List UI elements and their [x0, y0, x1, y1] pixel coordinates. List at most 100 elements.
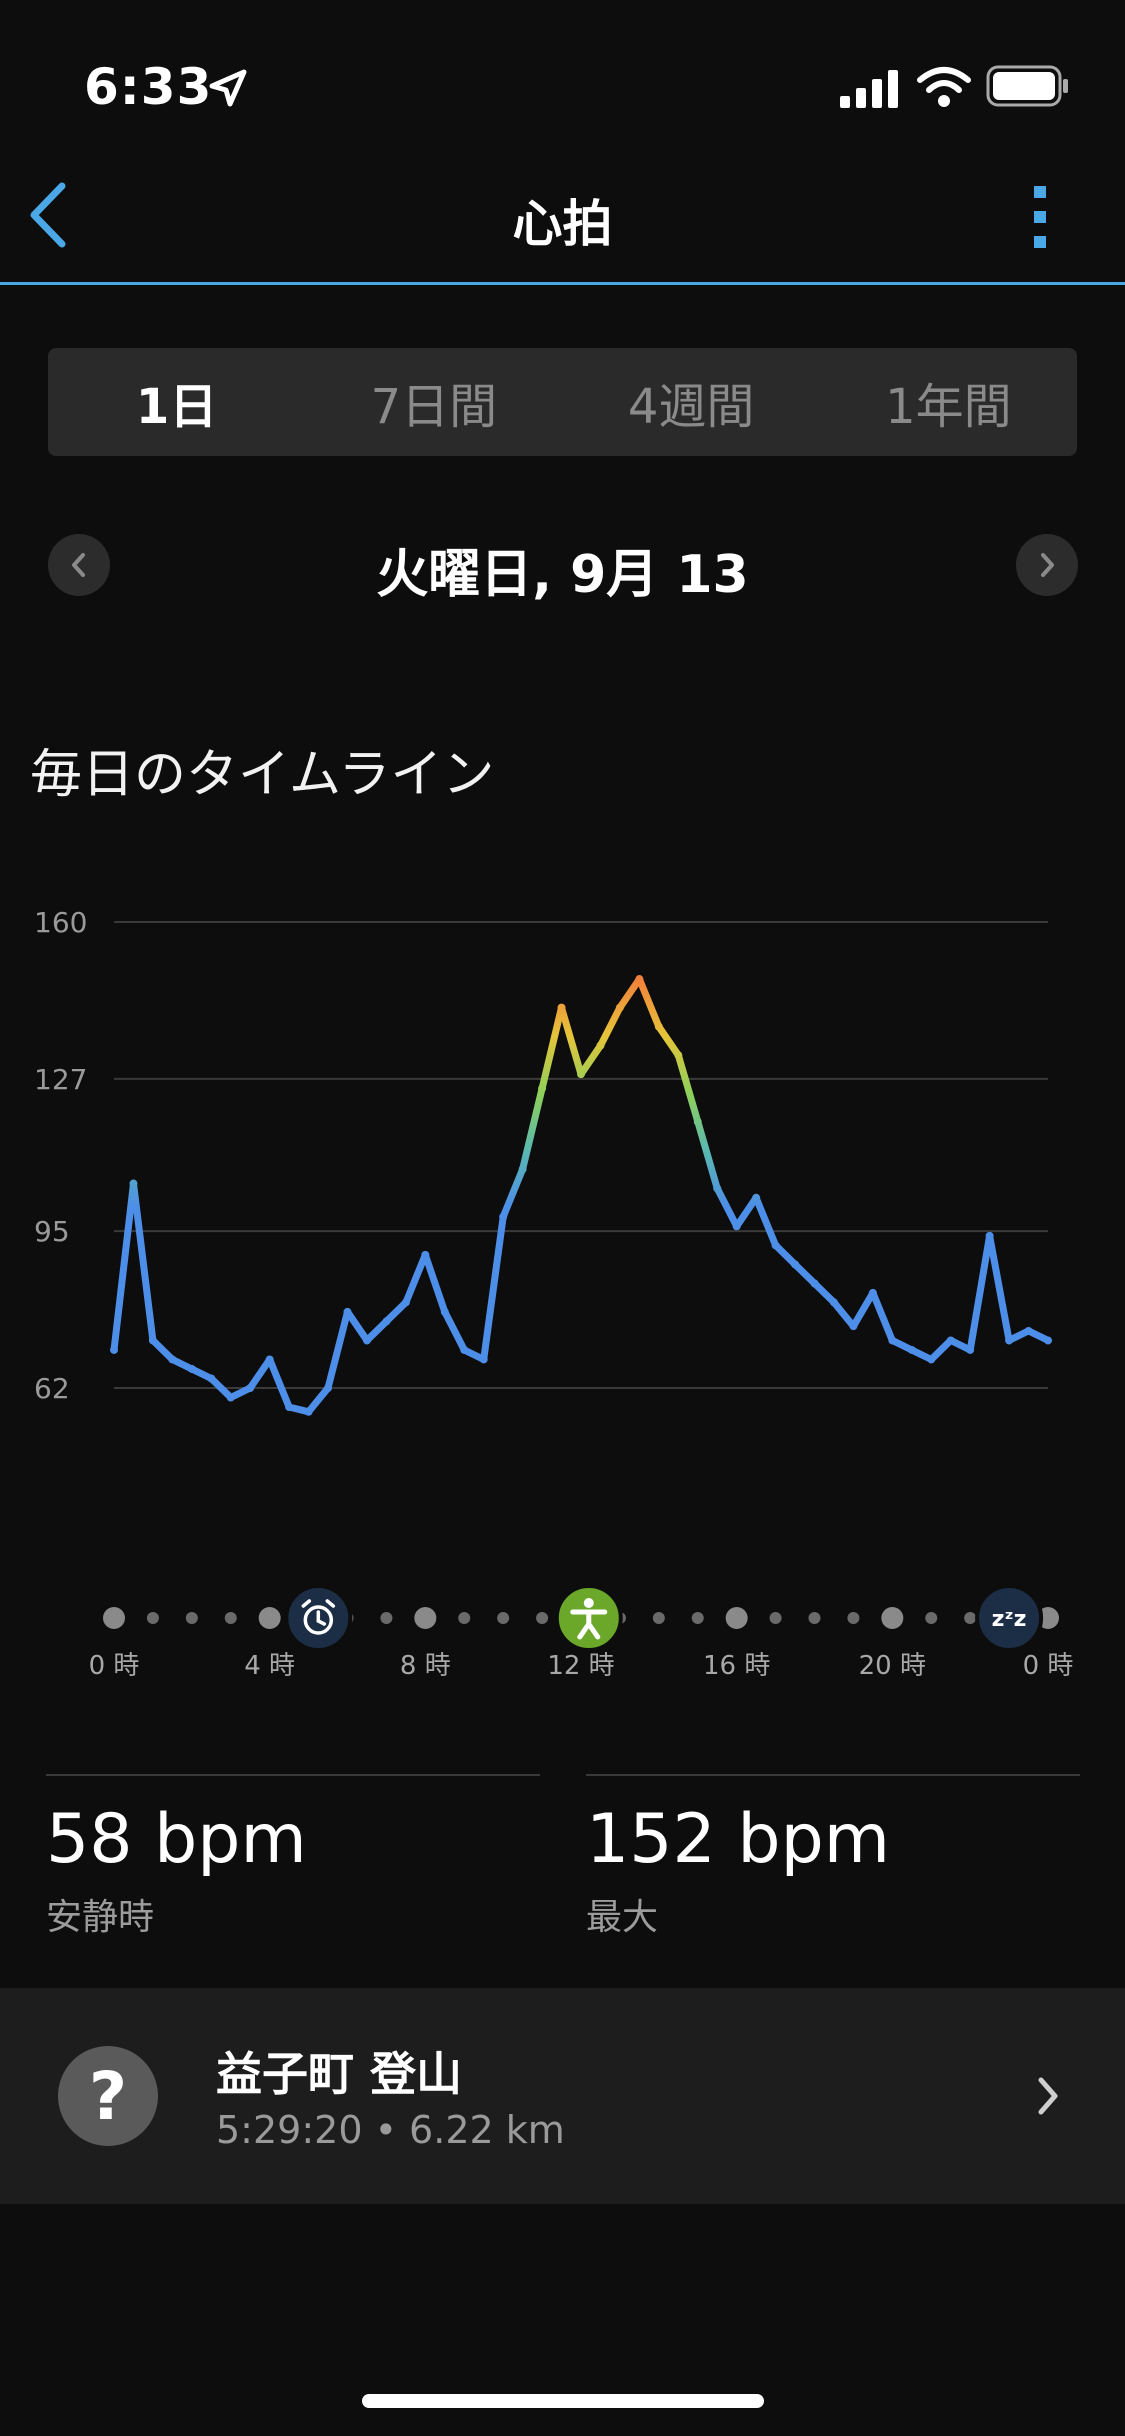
heart-rate-chart: 160 127 95 62 0 時 4 時 8 時 12 時 16 時 20 時 0 時 zᶻz	[34, 906, 1074, 1681]
timeline-dot	[652, 1612, 665, 1624]
chevron-left-icon	[72, 553, 85, 577]
alarm-clock-icon[interactable]	[284, 1584, 353, 1652]
timeline-dot	[691, 1612, 704, 1624]
heart-rate-point	[1005, 1336, 1014, 1345]
chevron-right-icon	[1041, 553, 1054, 577]
heart-rate-point	[674, 1051, 683, 1060]
x-tick-label: 0 時	[1023, 1651, 1074, 1681]
tab-1-day[interactable]: 1日	[135, 379, 218, 435]
heart-rate-point	[810, 1279, 819, 1288]
battery-icon	[986, 65, 1068, 107]
x-tick-label: 8 時	[400, 1651, 451, 1681]
timeline-dot	[146, 1612, 159, 1624]
status-time: 6:33	[84, 58, 213, 116]
heart-rate-point	[615, 1003, 624, 1012]
svg-text:zᶻz: zᶻz	[992, 1607, 1027, 1632]
previous-day-button[interactable]	[48, 534, 110, 596]
timeline-dot	[185, 1612, 198, 1624]
heart-rate-point	[868, 1288, 877, 1297]
activity-subtitle: 5:29:20 • 6.22 km	[216, 2108, 565, 2152]
heart-rate-point	[946, 1336, 955, 1345]
stat-divider-max	[586, 1774, 1080, 1776]
heart-rate-point	[460, 1345, 469, 1354]
y-tick-label: 160	[34, 906, 87, 939]
timeline-dot	[925, 1612, 938, 1624]
x-tick-label: 0 時	[89, 1651, 140, 1681]
timeline-dot	[103, 1607, 125, 1629]
x-tick-label: 4 時	[244, 1651, 295, 1681]
heart-rate-point	[304, 1407, 313, 1416]
heart-rate-point	[518, 1165, 527, 1174]
heart-rate-point	[401, 1298, 410, 1307]
heart-rate-point	[382, 1317, 391, 1326]
y-tick-label: 62	[34, 1372, 70, 1405]
back-chevron-icon[interactable]	[24, 178, 74, 252]
heart-rate-point	[499, 1212, 508, 1221]
header-divider	[0, 282, 1125, 285]
x-tick-label: 12 時	[547, 1651, 614, 1681]
home-indicator	[362, 2394, 764, 2408]
x-tick-label: 16 時	[703, 1651, 770, 1681]
heart-rate-point	[440, 1307, 449, 1316]
heart-rate-point	[362, 1336, 371, 1345]
heart-rate-point	[324, 1384, 333, 1392]
heart-rate-point	[791, 1260, 800, 1269]
heart-rate-point	[771, 1241, 780, 1250]
tab-7-days[interactable]: 7日間	[370, 379, 498, 435]
heart-rate-point	[265, 1355, 274, 1364]
wifi-icon	[917, 67, 971, 107]
timeline-dot	[497, 1612, 510, 1624]
tab-1-year[interactable]: 1年間	[885, 379, 1012, 435]
timeline-dot	[964, 1612, 977, 1624]
heart-rate-point	[1024, 1326, 1033, 1335]
heart-rate-point	[829, 1298, 838, 1307]
date-label: 火曜日, 9月 13	[376, 545, 749, 605]
timeline-dot	[808, 1612, 821, 1624]
heart-rate-point	[479, 1355, 488, 1364]
location-arrow-icon	[209, 69, 247, 107]
heart-rate-point	[110, 1345, 118, 1354]
heart-rate-point	[966, 1345, 975, 1354]
heart-rate-point	[752, 1193, 761, 1202]
y-tick-label: 95	[34, 1215, 70, 1248]
heart-rate-point	[654, 1022, 663, 1031]
heart-rate-point	[888, 1336, 897, 1345]
heart-rate-point	[577, 1070, 585, 1079]
heart-rate-point	[207, 1374, 216, 1383]
heart-rate-point	[226, 1393, 235, 1402]
heart-rate-point	[635, 975, 644, 984]
sleep-zzz-icon[interactable]: zᶻz	[975, 1584, 1044, 1652]
heart-rate-point	[927, 1355, 936, 1364]
unknown-activity-icon: ?	[58, 2046, 158, 2146]
resting-hr-value: 58 bpm	[46, 1800, 307, 1879]
activity-title: 益子町 登山	[216, 2047, 463, 2101]
heart-rate-point	[285, 1403, 294, 1412]
timeline-dot	[881, 1607, 904, 1629]
tab-4-weeks[interactable]: 4週間	[627, 379, 755, 435]
max-hr-label: 最大	[586, 1897, 659, 1938]
heart-rate-point	[538, 1084, 547, 1093]
chevron-right-icon	[1038, 2077, 1058, 2115]
more-options-icon[interactable]	[1028, 182, 1052, 252]
cellular-signal-icon	[840, 70, 898, 108]
heart-rate-point	[693, 1117, 702, 1126]
heart-rate-point	[421, 1250, 430, 1259]
period-tabs: 1日 7日間 4週間 1年間	[48, 348, 1077, 456]
next-day-button[interactable]	[1016, 534, 1078, 596]
activity-card[interactable]	[0, 1988, 1125, 2204]
heart-rate-point	[246, 1384, 255, 1392]
timeline-dot	[458, 1612, 471, 1624]
activity-person-icon[interactable]	[554, 1584, 623, 1652]
timeline-dot	[258, 1607, 281, 1629]
timeline-dot	[380, 1612, 393, 1624]
heart-rate-point	[849, 1322, 858, 1331]
heart-rate-point	[148, 1336, 157, 1345]
heart-rate-point	[907, 1345, 916, 1354]
heart-rate-point	[596, 1041, 605, 1050]
timeline-dot	[536, 1612, 549, 1624]
heart-rate-point	[129, 1179, 138, 1188]
heart-rate-line	[110, 975, 1050, 1416]
heart-rate-point	[187, 1364, 196, 1373]
heart-rate-point	[732, 1222, 741, 1231]
y-tick-label: 127	[34, 1063, 87, 1096]
